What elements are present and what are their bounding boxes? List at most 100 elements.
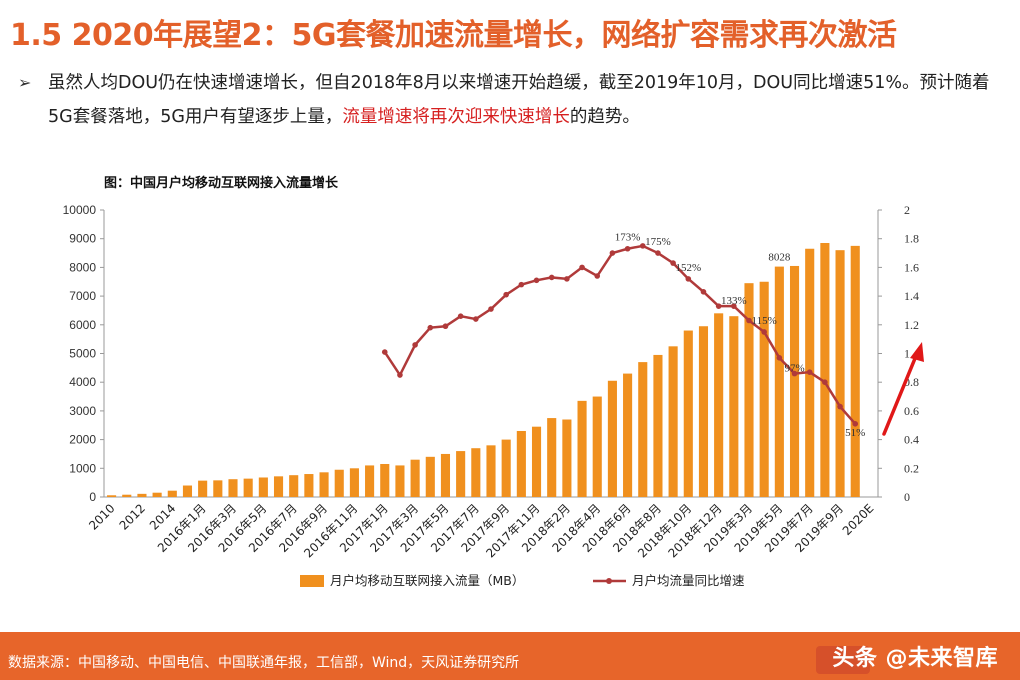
right-tick-label: 0 (904, 490, 910, 504)
growth-point (837, 403, 843, 410)
left-tick-label: 9000 (69, 232, 96, 246)
bar (213, 480, 223, 497)
data-label: 175% (645, 236, 671, 248)
right-tick-label: 0.2 (904, 461, 919, 475)
growth-point (685, 276, 692, 282)
bullet-paragraph: ➢ 虽然人均DOU仍在快速增速增长，但自2018年8月以来增速开始趋缓，截至20… (18, 66, 998, 134)
left-tick-label: 0 (89, 490, 96, 504)
bar (668, 346, 678, 497)
data-label: 173% (615, 232, 641, 244)
figure-caption: 图：中国月户均移动互联网接入流量增长 (104, 176, 339, 191)
growth-point (503, 291, 509, 298)
legend-bar-swatch (300, 575, 324, 587)
bar (425, 456, 435, 497)
left-tick-label: 5000 (69, 347, 96, 361)
growth-point (397, 372, 403, 378)
bar (137, 493, 147, 497)
chart-axes: 0100020003000400050006000700080009000100… (63, 203, 919, 504)
page-title: 1.5 2020年展望2：5G套餐加速流量增长，网络扩容需求再次激活 (10, 18, 897, 53)
bar (501, 439, 511, 497)
growth-point (670, 260, 676, 266)
bar (850, 245, 860, 497)
growth-point (655, 250, 661, 256)
bar (258, 477, 268, 497)
bar (456, 451, 466, 497)
bar (334, 469, 344, 497)
data-label: 115% (752, 315, 777, 327)
bar (623, 373, 633, 497)
bar (152, 492, 162, 497)
bar (198, 480, 208, 497)
legend-line-label: 月户均流量同比增速 (632, 573, 745, 588)
growth-point (427, 324, 434, 331)
right-tick-label: 0.4 (904, 433, 919, 447)
bar (122, 494, 132, 497)
growth-point (548, 274, 555, 281)
data-label: 51% (845, 427, 865, 439)
growth-point (564, 276, 570, 282)
growth-point (381, 349, 388, 355)
x-tick-label: 2012 (117, 501, 148, 532)
right-tick-label: 1.6 (904, 260, 919, 274)
growth-point (746, 317, 752, 324)
bar (714, 313, 724, 497)
bar (820, 243, 830, 497)
left-tick-label: 10000 (63, 203, 97, 217)
arrow-head (910, 342, 924, 362)
left-tick-label: 3000 (69, 404, 96, 418)
bullet-text-highlight: 流量增速将再次迎来快速增长 (342, 107, 570, 127)
bar (395, 465, 405, 497)
bar (607, 380, 617, 497)
bar (774, 266, 784, 497)
bar (243, 478, 253, 497)
growth-point (594, 273, 601, 279)
bar-series (107, 243, 860, 497)
data-label: 97% (784, 363, 804, 375)
right-tick-label: 1 (904, 347, 910, 361)
bar (319, 472, 329, 497)
bar (380, 463, 390, 497)
growth-point (518, 281, 525, 288)
source-note: 数据来源：中国移动、中国电信、中国联通年报，工信部，Wind，天风证券研究所 (8, 655, 520, 671)
legend-bar-label: 月户均移动互联网接入流量（MB） (330, 573, 524, 588)
line-series (381, 243, 859, 427)
right-tick-label: 1.4 (904, 289, 919, 303)
growth-point (852, 421, 859, 427)
left-tick-label: 4000 (69, 375, 96, 389)
bar (577, 400, 587, 497)
bar (228, 479, 238, 497)
growth-point (731, 303, 737, 309)
bar (410, 459, 420, 497)
growth-point (488, 306, 494, 312)
footer-bar: 数据来源：中国移动、中国电信、中国联通年报，工信部，Wind，天风证券研究所 头… (0, 632, 1020, 680)
bar (653, 354, 663, 497)
growth-point (412, 342, 418, 348)
left-tick-label: 8000 (69, 260, 96, 274)
growth-point (776, 355, 783, 361)
watermark-text: 头条 @未来智库 (832, 646, 998, 671)
data-label: 8028 (768, 252, 791, 264)
bar (562, 419, 572, 497)
bar (273, 476, 284, 497)
trend-arrow (882, 342, 924, 436)
bar (729, 316, 739, 497)
right-tick-label: 0.6 (904, 404, 919, 418)
chart-legend: 月户均移动互联网接入流量（MB） 月户均流量同比增速 (300, 573, 745, 588)
bar (835, 250, 845, 497)
bar (182, 485, 193, 497)
bullet-text-prefix: 虽然人均DOU仍在快速增速增长，但自2018年8月以来增速开始趋缓，截至2019… (48, 73, 990, 127)
x-tick-label: 2020E (840, 501, 877, 538)
legend-line-marker (606, 578, 612, 584)
arrow-bullet-icon: ➢ (18, 73, 32, 92)
growth-point (715, 303, 722, 309)
growth-point (473, 316, 479, 322)
data-label: 133% (721, 295, 747, 307)
bar (440, 453, 451, 497)
x-tick-labels: 2010201220142016年1月2016年3月2016年5月2016年7月… (86, 501, 876, 560)
bar (349, 468, 359, 497)
bar (486, 445, 496, 497)
growth-point (639, 243, 646, 249)
bar (547, 418, 557, 497)
bar (516, 430, 526, 497)
data-labels: 173% 175% 152% 133% 115% 8028 97% 51% (615, 232, 866, 439)
